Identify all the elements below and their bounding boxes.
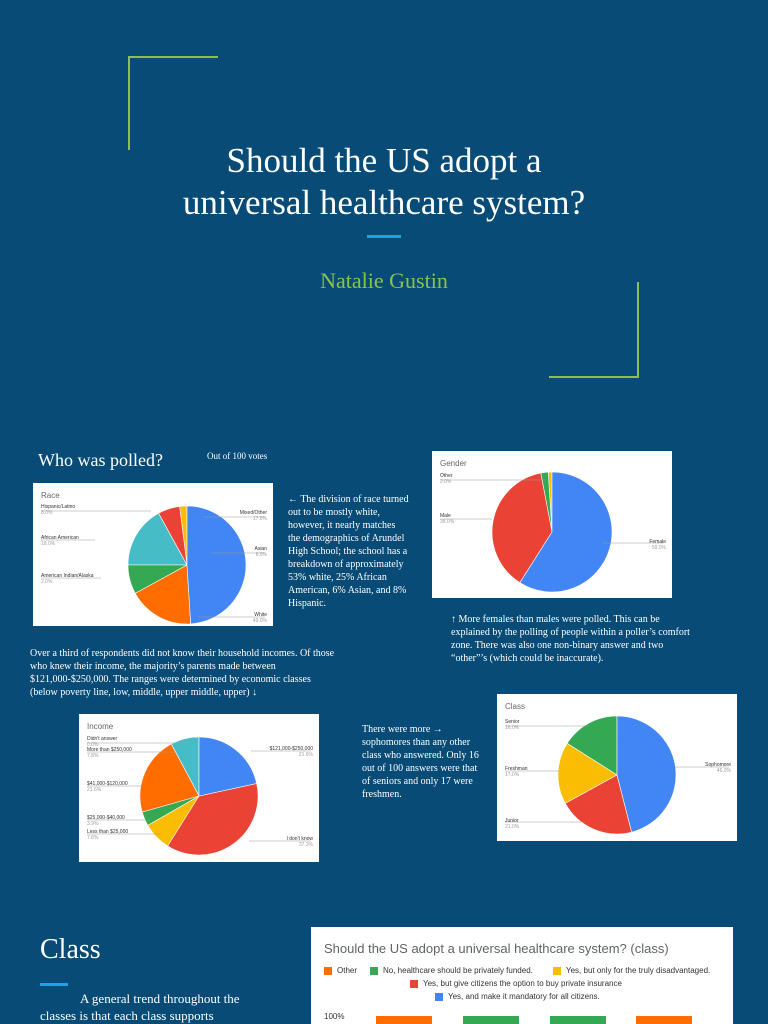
income-label-under-25k: Less than $25,000 7.8%: [87, 829, 129, 841]
gender-chart-title: Gender: [440, 459, 467, 468]
income-label-over-250k: More than $250,000 7.8%: [87, 747, 132, 759]
class-section-heading: Class: [40, 934, 101, 965]
bar-sophomore-top: [463, 1016, 519, 1024]
income-label-25k-40k: $25,000-$40,000 3.9%: [87, 815, 125, 827]
race-slice-african-american: [134, 564, 192, 625]
race-slice-white: [186, 505, 247, 625]
corner-bracket-bottom: [549, 376, 639, 378]
bar-junior-top: [550, 1016, 606, 1024]
gender-pie-chart: [440, 471, 664, 593]
race-chart-title: Race: [41, 491, 60, 500]
who-was-polled-heading: Who was polled?: [38, 450, 163, 470]
votes-note: Out of 100 votes: [207, 451, 268, 461]
class-slice-freshman: [557, 742, 618, 804]
title-accent-bar: [367, 235, 401, 238]
class-label-junior: Junior 21.0%: [505, 818, 520, 830]
bar-senior-top: [636, 1016, 692, 1024]
class-label-sophomore: Sophomore 46.0%: [705, 762, 731, 774]
gender-description: ↑ More females than males were polled. T…: [451, 614, 690, 664]
race-label-mixed: Mixed/Other 17.0%: [239, 510, 267, 522]
race-label-african-american: African American 18.0%: [41, 535, 79, 547]
y-tick-100: 100%: [324, 1012, 345, 1021]
income-pie-chart: [87, 736, 311, 856]
title-line-2: universal healthcare system?: [182, 183, 586, 222]
class-slice-junior: [564, 774, 633, 835]
legend-swatch: [410, 979, 418, 988]
class-bar-chart-card: Should the US adopt a universal healthca…: [311, 927, 733, 1024]
income-label-121k-250k: $121,000-$250,000 21.6%: [269, 746, 313, 758]
race-label-asian: Asian 6.0%: [254, 546, 267, 558]
race-pie-chart: [41, 505, 265, 625]
author-name: Natalie Gustin: [320, 268, 448, 293]
bar-freshman-top: [376, 1016, 432, 1024]
legend-swatch: [553, 966, 561, 975]
race-chart-card: Race Hispanic/Latino 8.0% African America…: [33, 483, 273, 626]
gender-label-male: Male 38.0%: [440, 513, 455, 525]
class-label-freshman: Freshman 17.0%: [505, 766, 528, 778]
legend-other: Other: [324, 966, 357, 975]
income-label-didnt-answer: Didn't answer 0.0%: [87, 736, 118, 748]
income-label-41k-120k: $41,000-$120,000 21.6%: [87, 781, 128, 793]
class-chart-title: Class: [505, 702, 526, 711]
gender-label-female: Female 59.0%: [649, 539, 666, 551]
legend-swatch: [324, 966, 332, 975]
race-slice-mixed-other: [127, 512, 188, 566]
income-slice--121-000-250-000: [198, 736, 258, 797]
class-chart-card: Class Senior 16.0% Freshman 17.0% Junior 21…: [497, 694, 737, 841]
class-description: There were more → sophomores than any ot…: [362, 724, 479, 800]
title-line-1: Should the US adopt a: [226, 141, 542, 180]
race-label-american-indian: American Indian/Alaska 2.0%: [41, 573, 94, 585]
page-title: Should the US adopt a universal healthca…: [0, 140, 768, 224]
income-description: Over a third of respondents did not know…: [30, 648, 335, 698]
gender-label-other: Other 2.0%: [440, 473, 453, 485]
corner-bracket-top: [128, 56, 218, 58]
race-description: ← The division of race turned out to be …: [288, 494, 409, 609]
race-label-white: White 49.0%: [252, 612, 267, 624]
legend-no: No, healthcare should be privately funde…: [370, 966, 533, 975]
income-chart-card: Income Didn't answer 0.0% More than $250,…: [79, 714, 319, 862]
gender-slice-female: [519, 471, 613, 593]
income-slice-i-don-t-know: [167, 783, 259, 856]
gender-chart-card: Gender Other 2.0% Male 38.0% Female 59.0%: [432, 451, 672, 598]
legend-yes-option: Yes, but give citizens the option to buy…: [410, 979, 622, 988]
corner-bracket-right: [637, 282, 639, 378]
legend-swatch: [370, 966, 378, 975]
income-label-dont-know: I don't know 37.3%: [286, 836, 313, 848]
legend-yes-mandatory: Yes, and make it mandatory for all citiz…: [435, 992, 600, 1001]
class-pie-chart: [505, 715, 729, 835]
income-slice--41-000-120-000: [139, 743, 200, 813]
class-slice-sophomore: [616, 715, 677, 833]
class-accent-bar: [40, 983, 68, 986]
bar-chart-title: Should the US adopt a universal healthca…: [324, 941, 669, 956]
income-chart-title: Income: [87, 722, 114, 731]
class-section-text: A general trend throughout the classes i…: [40, 991, 240, 1023]
legend-yes-disadvantaged: Yes, but only for the truly disadvantage…: [553, 966, 710, 975]
corner-bracket-left: [128, 56, 130, 150]
class-slice-senior: [566, 715, 618, 776]
legend-swatch: [435, 992, 443, 1001]
race-label-hispanic: Hispanic/Latino 8.0%: [41, 504, 76, 516]
class-label-senior: Senior 16.0%: [505, 719, 520, 731]
